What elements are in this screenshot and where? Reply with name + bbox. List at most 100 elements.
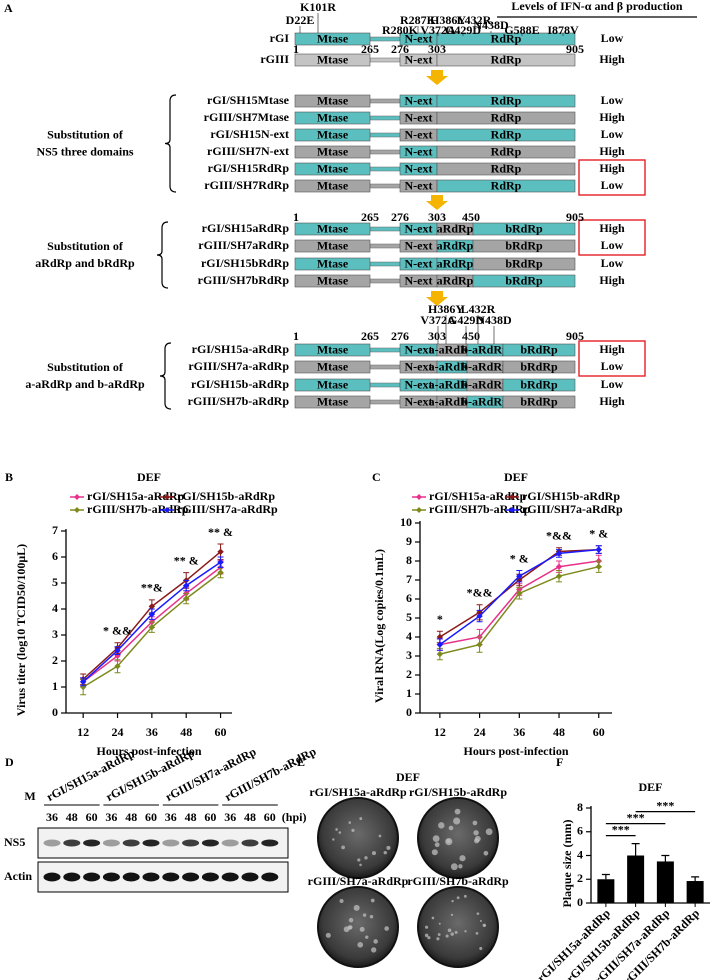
band — [122, 872, 140, 882]
domain — [436, 53, 576, 67]
ifn-level: High — [599, 342, 625, 356]
plaque — [339, 898, 344, 903]
domain-label: RdRp — [491, 31, 522, 45]
point — [555, 563, 563, 570]
y-tick-label: 9 — [406, 534, 412, 548]
plaque — [476, 912, 480, 915]
domain-label: N-ext — [405, 52, 433, 66]
panel-letter: E — [297, 755, 305, 769]
plaque — [332, 838, 335, 841]
plaque — [364, 856, 368, 860]
domain — [436, 32, 576, 46]
domain-label: Mtase — [317, 238, 349, 252]
domain-label: b-aRdRp — [461, 359, 509, 373]
domain-label: a-aRdRp — [429, 359, 476, 373]
y-tick-label: 0 — [406, 705, 412, 719]
ifn-level: High — [599, 52, 625, 66]
domain-label: b-aRdRp — [461, 342, 509, 356]
plaque — [473, 830, 479, 836]
y-tick-label: 5 — [406, 610, 412, 624]
domain-label: aRdRp — [437, 273, 474, 287]
band — [162, 872, 180, 882]
time-label: 36 — [224, 810, 236, 824]
domain-label: RdRp — [491, 178, 522, 192]
plaque — [458, 864, 463, 869]
domain-label: N-ext — [405, 221, 433, 235]
x-tick-label: 48 — [553, 725, 565, 739]
point — [114, 652, 121, 659]
band — [63, 872, 81, 882]
construct-label: rGIII/SH7b-aRdRp — [188, 394, 290, 408]
ifn-level: Low — [601, 359, 624, 373]
domain — [294, 395, 371, 409]
time-label: 36 — [165, 810, 177, 824]
plaque — [454, 930, 458, 934]
y-tick-label: 2 — [406, 667, 412, 681]
x-tick-label: 12 — [77, 725, 89, 739]
plaque — [438, 822, 445, 829]
domain-label: Mtase — [317, 394, 349, 408]
band — [122, 839, 140, 847]
plaque — [450, 863, 458, 871]
construct-label: rGI/SH15a-aRdRp — [192, 342, 290, 356]
plate-label: rGIII/SH7a-aRdRp — [308, 874, 409, 888]
plate-label: rGI/SH15b-aRdRp — [409, 785, 507, 799]
linker — [369, 226, 401, 232]
domain — [502, 343, 576, 357]
domain — [294, 179, 371, 193]
header: Levels of IFN-α and β production — [511, 0, 682, 13]
point — [476, 612, 483, 620]
point — [516, 573, 523, 580]
significance-label: * & — [589, 527, 608, 541]
x-tick-label: 48 — [180, 725, 192, 739]
plate-title: DEF — [396, 770, 420, 784]
x-axis-label: Hours post-infection — [97, 744, 202, 758]
brace — [164, 94, 177, 193]
position-label: 265 — [361, 329, 379, 343]
point — [183, 582, 190, 589]
x-tick-label: 24 — [112, 725, 124, 739]
domain — [294, 378, 371, 392]
panel-letter: C — [372, 470, 381, 484]
y-tick-label: 6 — [577, 824, 583, 838]
legend-marker — [164, 494, 170, 500]
domain — [436, 145, 576, 159]
domain — [472, 257, 576, 271]
ifn-level: Low — [601, 93, 624, 107]
y-tick-label: 2 — [577, 871, 583, 885]
plaque — [370, 898, 375, 903]
plaque — [431, 916, 435, 920]
ifn-level: High — [599, 144, 625, 158]
construct-label: rGIII/SH7Mtase — [204, 110, 290, 124]
band — [63, 839, 81, 847]
band — [182, 839, 200, 847]
y-tick-label: 4 — [577, 847, 583, 861]
domain-label: Mtase — [317, 110, 349, 124]
time-label: 48 — [185, 810, 197, 824]
domain-label: bRdRp — [505, 256, 543, 270]
plaque — [373, 939, 378, 944]
mutation-label: G429D — [445, 23, 481, 37]
plaque — [347, 925, 352, 930]
position-label: 1 — [293, 329, 299, 343]
mutation-label: G429D — [448, 313, 484, 327]
domain — [472, 274, 576, 288]
error-bar — [631, 843, 640, 856]
plaque — [325, 932, 331, 938]
domain — [436, 128, 576, 142]
construct-label: rGI/SH15b-aRdRp — [191, 377, 289, 391]
domain-label: bRdRp — [520, 394, 558, 408]
legend-label: rGIII/SH7b-aRdRp — [429, 502, 531, 516]
comparison-label: *** — [612, 822, 630, 836]
position-label: 303 — [428, 329, 446, 343]
plaque — [365, 935, 369, 939]
point — [148, 603, 156, 610]
group-label: Substitution of — [47, 239, 124, 253]
construct-label: rGIII/SH7aRdRp — [198, 238, 289, 252]
x-axis-label: Hours post-infection — [464, 744, 569, 758]
domain-label: RdRp — [491, 127, 522, 141]
band — [241, 839, 259, 847]
y-tick-label: 5 — [52, 575, 58, 589]
domain — [294, 222, 371, 236]
legend-label: rGI/SH15a-aRdRp — [87, 489, 185, 503]
